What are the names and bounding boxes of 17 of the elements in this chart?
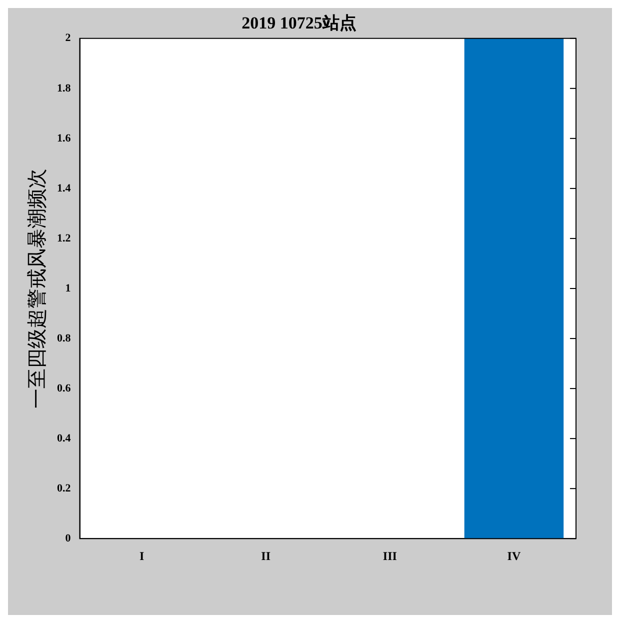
- x-tick-label: I: [139, 548, 144, 563]
- y-tick-label: 2: [65, 32, 72, 44]
- y-tick-label: 0.2: [57, 482, 72, 494]
- y-tick-label: 1: [65, 282, 71, 294]
- y-tick-label: 0: [65, 532, 72, 544]
- y-axis-title: 一至四级超警戒风暴潮频次: [26, 168, 48, 408]
- y-tick-label: 0.4: [57, 432, 72, 444]
- y-tick-label: 0.6: [57, 382, 72, 394]
- y-tick-label: 1.4: [57, 182, 72, 194]
- x-tick-label: III: [382, 548, 398, 563]
- y-tick-label: 1.8: [57, 82, 72, 94]
- chart-title: 2019 10725站点: [242, 14, 356, 33]
- y-tick-label: 1.2: [57, 232, 72, 244]
- y-tick-label: 0.8: [57, 332, 72, 344]
- x-tick-label: II: [261, 548, 271, 563]
- x-tick-label: IV: [507, 548, 521, 563]
- y-tick-label: 1.6: [57, 132, 72, 144]
